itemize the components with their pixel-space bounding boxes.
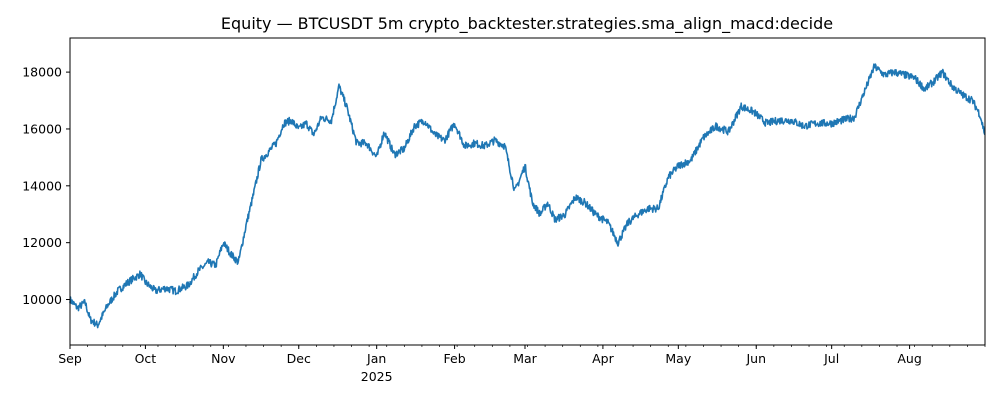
x-tick-label: Jun (745, 351, 766, 366)
chart-title: Equity — BTCUSDT 5m crypto_backtester.st… (221, 14, 833, 34)
y-axis: 10000 12000 14000 16000 18000 (22, 65, 70, 307)
x-tick-year-label: 2025 (361, 369, 393, 384)
x-tick-label: Dec (287, 351, 311, 366)
plot-frame (69, 37, 986, 346)
series-layer (69, 63, 986, 329)
x-tick-label: Jan (366, 351, 386, 366)
y-tick-label: 18000 (22, 65, 62, 80)
y-tick-label: 16000 (22, 121, 62, 136)
x-tick-label: Nov (211, 351, 236, 366)
y-tick-label: 14000 (22, 178, 62, 193)
x-axis: Sep Oct Nov Dec Jan 2025 Feb Mar Apr May Jun Jul Aug (58, 345, 986, 384)
x-tick-label: Aug (897, 351, 921, 366)
x-tick-label: Oct (135, 351, 157, 366)
x-tick-label: Feb (444, 351, 466, 366)
x-tick-label: Mar (513, 351, 537, 366)
y-tick-label: 10000 (22, 292, 62, 307)
y-tick-label: 12000 (22, 235, 62, 250)
x-tick-label: Apr (592, 351, 614, 366)
x-tick-label: May (665, 351, 691, 366)
x-tick-label: Sep (58, 351, 82, 366)
x-tick-label: Jul (823, 351, 839, 366)
equity-series-line (69, 63, 986, 329)
